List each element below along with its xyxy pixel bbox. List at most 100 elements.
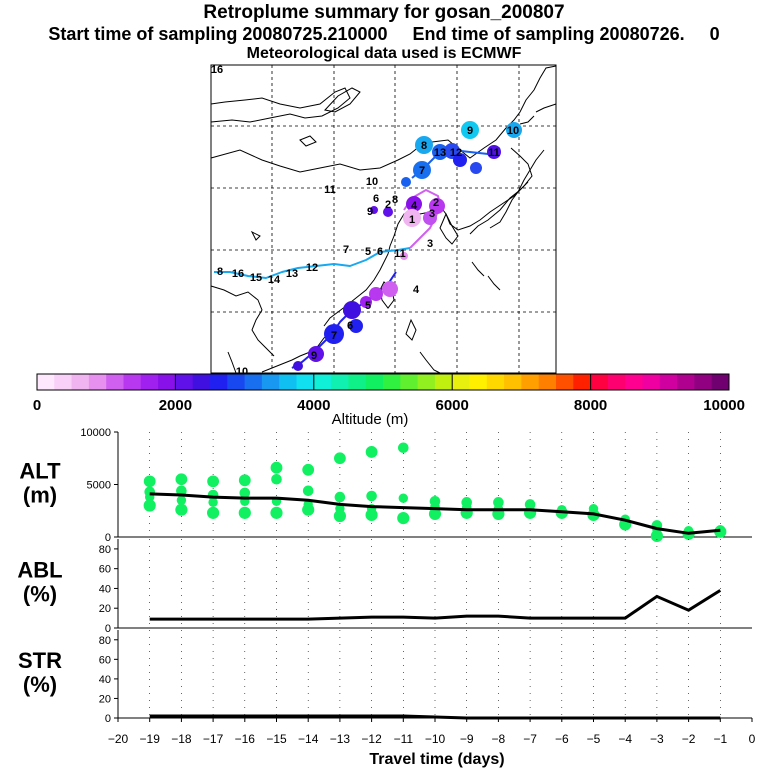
trajectory-marker bbox=[360, 296, 372, 308]
trajectory-marker bbox=[470, 162, 482, 174]
trajectory-label: 10 bbox=[366, 176, 378, 188]
colorbar-cell bbox=[400, 374, 419, 390]
trajectory-marker bbox=[506, 122, 522, 138]
colorbar-cell bbox=[573, 374, 592, 390]
altitude-point bbox=[302, 485, 314, 497]
panel-abl: 0 20 40 60 80 ABL(%) bbox=[17, 539, 752, 635]
colorbar-cell bbox=[37, 374, 55, 390]
colorbar-cell bbox=[538, 374, 557, 390]
trajectory-label: 13 bbox=[434, 147, 446, 159]
sampling-times: Start time of sampling 20080725.210000 E… bbox=[48, 24, 720, 44]
colorbar-cell bbox=[175, 374, 194, 390]
altitude-point bbox=[333, 509, 346, 523]
trajectory-label: 15 bbox=[250, 272, 262, 284]
x-tick-label: −15 bbox=[266, 732, 287, 746]
x-tick-label: −8 bbox=[492, 732, 506, 746]
colorbar-tick-label: 8000 bbox=[574, 397, 607, 414]
trajectory-label: 16 bbox=[211, 64, 223, 76]
trajectory-label: 7 bbox=[343, 244, 349, 256]
colorbar-cell bbox=[106, 374, 124, 390]
altitude-point bbox=[365, 446, 378, 458]
trajectory-label: 1 bbox=[409, 214, 415, 226]
altitude-point bbox=[650, 529, 664, 543]
y-tick-label: 20 bbox=[99, 603, 111, 615]
colorbar-frame bbox=[36, 373, 730, 391]
x-tick-label: 0 bbox=[749, 732, 756, 746]
colorbar-tick-label: 6000 bbox=[436, 397, 469, 414]
altitude-point bbox=[398, 442, 409, 454]
chart-title: Retroplume summary for gosan_200807 bbox=[203, 2, 565, 23]
altitude-point bbox=[175, 503, 188, 516]
trajectory-label: 9 bbox=[467, 125, 473, 137]
altitude-point bbox=[270, 461, 283, 474]
trajectory-markers bbox=[293, 121, 522, 371]
colorbar-cell bbox=[694, 374, 713, 390]
trajectory-label: 8 bbox=[392, 194, 398, 206]
colorbar-cell bbox=[313, 374, 332, 390]
panel-label: ABL bbox=[17, 558, 62, 583]
colorbar-cell bbox=[348, 374, 367, 390]
colorbar-cell bbox=[71, 374, 90, 390]
altitude-point bbox=[207, 475, 220, 488]
altitude-point bbox=[238, 474, 251, 487]
colorbar-cell bbox=[210, 374, 228, 390]
panel-label: (%) bbox=[23, 672, 57, 697]
colorbar-cell bbox=[417, 374, 436, 390]
altitude-point bbox=[143, 499, 156, 512]
map-frame bbox=[210, 64, 557, 374]
colorbar-cell bbox=[365, 374, 384, 390]
colorbar-cell bbox=[158, 374, 176, 390]
y-tick-label: 40 bbox=[99, 583, 111, 595]
altitude-point bbox=[238, 506, 251, 519]
x-tick-label: −18 bbox=[171, 732, 192, 746]
x-tick-label: −4 bbox=[618, 732, 632, 746]
altitude-point bbox=[176, 495, 187, 505]
trajectory-label: 4 bbox=[413, 284, 420, 296]
altitude-colorbar: 0 2000 4000 6000 8000 10000 Altitude (m) bbox=[33, 373, 745, 428]
altitude-point bbox=[175, 473, 188, 486]
colorbar-cell bbox=[261, 374, 280, 390]
altitude-point bbox=[398, 493, 408, 503]
x-tick-label: −5 bbox=[587, 732, 601, 746]
abl-line bbox=[149, 589, 722, 621]
colorbar-tick-label: 10000 bbox=[703, 397, 745, 414]
altitude-point bbox=[714, 525, 727, 538]
colorbar-cell bbox=[331, 374, 349, 390]
altitude-point bbox=[365, 508, 378, 522]
x-tick-label: −7 bbox=[523, 732, 537, 746]
colorbar-cell bbox=[607, 374, 626, 390]
x-tick-label: −12 bbox=[361, 732, 382, 746]
y-tick-label: 60 bbox=[99, 564, 111, 576]
trajectory-marker bbox=[308, 346, 324, 362]
trajectory-marker bbox=[400, 252, 408, 260]
trajectory-marker bbox=[453, 153, 467, 167]
altitude-point bbox=[428, 507, 442, 520]
altitude-point bbox=[143, 475, 156, 488]
trajectory-label: 12 bbox=[450, 147, 462, 159]
colorbar-cell bbox=[677, 374, 695, 390]
met-data-note: Meteorological data used is ECMWF bbox=[246, 45, 522, 62]
colorbar-cell bbox=[88, 374, 107, 390]
x-tick-label: −9 bbox=[460, 732, 474, 746]
trajectory-label: 14 bbox=[268, 274, 281, 286]
x-tick-label: −3 bbox=[650, 732, 664, 746]
colorbar-label: Altitude (m) bbox=[332, 411, 409, 428]
trajectory-label: 5 bbox=[365, 300, 371, 312]
trajectory-marker bbox=[487, 145, 501, 159]
colorbar-tick-label: 2000 bbox=[159, 397, 192, 414]
panel-alt: 0 5000 10000 ALT(m) bbox=[19, 427, 752, 544]
y-tick-label: 0 bbox=[105, 713, 111, 725]
colorbar-cell bbox=[383, 374, 401, 390]
trajectory-marker bbox=[413, 161, 431, 179]
trajectory-label: 11 bbox=[488, 147, 500, 159]
trajectory-marker bbox=[403, 209, 421, 227]
colorbar-cell bbox=[521, 374, 540, 390]
colorbar-cell bbox=[123, 374, 142, 390]
time-series-panels: 0500010000ALT(m)020406080ABL(%)020406080… bbox=[17, 427, 755, 768]
colorbar-cell bbox=[556, 374, 574, 390]
colorbar-cell bbox=[711, 374, 730, 390]
altitude-point bbox=[302, 503, 315, 516]
